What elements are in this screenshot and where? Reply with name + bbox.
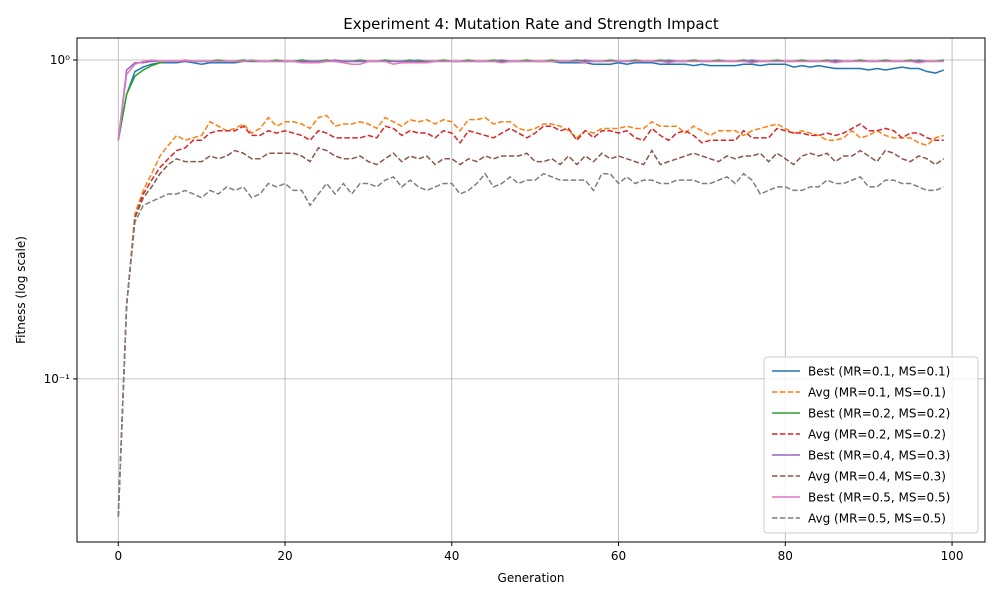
legend-label: Avg (MR=0.1, MS=0.1)	[808, 386, 946, 400]
x-tick-label: 60	[611, 549, 626, 563]
legend-box	[763, 356, 979, 534]
series-line	[117, 123, 944, 517]
y-tick-label: 10⁰	[50, 53, 70, 67]
y-axis-label: Fitness (log scale)	[14, 236, 28, 344]
x-tick-label: 80	[778, 549, 793, 563]
legend-label: Best (MR=0.5, MS=0.5)	[808, 491, 950, 505]
ticks: 0 20 40 60 80 100 10⁻¹ 10⁰	[44, 53, 964, 563]
series-line	[117, 114, 944, 517]
legend-label: Avg (MR=0.2, MS=0.2)	[808, 428, 946, 442]
legend: Best (MR=0.1, MS=0.1) Avg (MR=0.1, MS=0.1…	[763, 356, 979, 534]
legend-label: Best (MR=0.2, MS=0.2)	[808, 407, 950, 421]
legend-label: Avg (MR=0.5, MS=0.5)	[808, 512, 946, 526]
x-tick-label: 20	[277, 549, 292, 563]
x-tick-label: 0	[114, 549, 122, 563]
plot-lines	[117, 59, 945, 517]
x-tick-label: 100	[941, 549, 964, 563]
legend-label: Best (MR=0.1, MS=0.1)	[808, 365, 950, 379]
plot-frame	[76, 37, 986, 543]
series-line	[117, 147, 945, 517]
series-line	[117, 59, 944, 141]
chart-title: Experiment 4: Mutation Rate and Strength…	[343, 15, 719, 33]
legend-label: Best (MR=0.4, MS=0.3)	[808, 449, 950, 463]
x-tick-label: 40	[444, 549, 459, 563]
series-line	[117, 172, 945, 517]
legend-label: Avg (MR=0.4, MS=0.3)	[808, 470, 946, 484]
x-axis-label: Generation	[498, 571, 565, 585]
y-tick-label: 10⁻¹	[44, 372, 71, 386]
